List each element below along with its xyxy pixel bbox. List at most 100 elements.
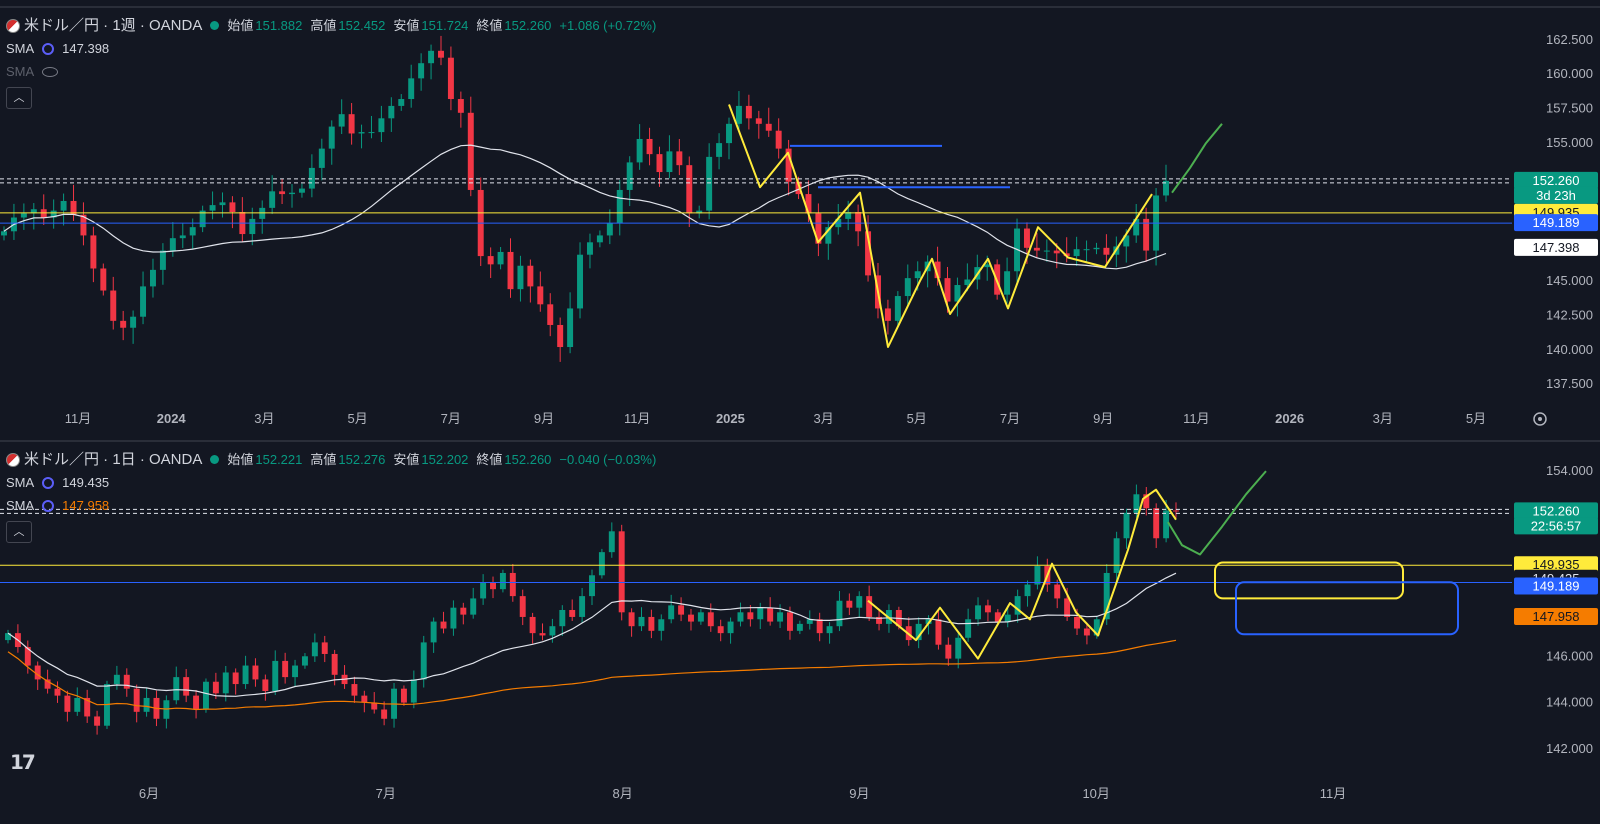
candle-body (279, 191, 286, 195)
time-tick-label: 10月 (1082, 786, 1109, 801)
candle-body (994, 612, 1001, 622)
hidden-eye-icon[interactable] (42, 66, 59, 77)
candle-body (1153, 508, 1160, 539)
candle-body (796, 623, 803, 631)
price-badge-bg (1514, 171, 1598, 189)
candle-body (608, 531, 615, 553)
change-value: −0.040 (−0.03%) (559, 452, 657, 467)
price-tick-label: 157.500 (1546, 101, 1593, 116)
price-tick-label: 162.500 (1546, 32, 1593, 47)
candle-body (212, 681, 219, 694)
candle-body (5, 633, 11, 641)
price-tick-label: 145.000 (1546, 273, 1593, 288)
candle-body (428, 50, 435, 64)
sma1-label[interactable]: SMA (6, 475, 35, 490)
candle-body (110, 290, 117, 321)
price-badge-text: 22:56:57 (1531, 518, 1582, 533)
time-tick-label: 7月 (441, 411, 461, 426)
candle-body (856, 596, 863, 608)
time-tick-label: 9月 (534, 411, 554, 426)
candle-body (1023, 228, 1030, 248)
candle-body (596, 235, 603, 243)
candle-body (954, 285, 961, 302)
candle-body (845, 212, 852, 219)
candle-body (447, 57, 454, 100)
price-badge-text: 149.189 (1533, 215, 1580, 230)
time-tick-label: 11月 (624, 411, 651, 426)
candle-body (159, 250, 166, 270)
open-label: 始値 (227, 18, 254, 33)
candle-body (984, 605, 991, 613)
blue-target-zone (1235, 581, 1459, 636)
candle-body (1043, 250, 1050, 252)
time-tick-label: 2024 (157, 411, 187, 426)
candle-body (706, 156, 713, 211)
price-badge-text: 3d 23h (1536, 188, 1576, 203)
time-tick-label: 5月 (1466, 411, 1486, 426)
price-tick-label: 144.000 (1546, 695, 1593, 710)
candle-body (269, 191, 276, 208)
candle-body (646, 138, 653, 155)
high-label: 高値 (310, 452, 337, 467)
candle-body (945, 644, 952, 659)
candle-body (509, 572, 516, 597)
symbol-title[interactable]: 米ドル／円 · 1日 · OANDA (24, 451, 203, 468)
candle-body (876, 616, 883, 624)
candle-body (1074, 616, 1080, 629)
candle-body (529, 616, 536, 634)
candle-body (1063, 253, 1070, 257)
candle-body (697, 612, 704, 622)
sma1-value: 149.435 (62, 475, 110, 490)
candle-body (113, 674, 120, 685)
candle-body (1143, 218, 1150, 251)
candle-body (378, 118, 385, 133)
candle-body (480, 582, 487, 599)
candle-body (975, 605, 982, 620)
candle-body (1054, 584, 1061, 599)
candle-body (955, 637, 962, 659)
candle-body (1093, 619, 1100, 636)
candle-body (984, 264, 991, 268)
high-value: 152.276 (338, 452, 386, 467)
sma2-label[interactable]: SMA (6, 64, 35, 79)
candle-body (638, 616, 645, 627)
candle-body (688, 614, 694, 622)
price-badge-text: 152.260 (1533, 503, 1580, 518)
candle-body (855, 212, 862, 232)
candle-body (438, 50, 444, 58)
open-value: 151.882 (255, 18, 303, 33)
candle-body (598, 552, 605, 576)
candle-body (497, 251, 504, 265)
countdown-badge: 22:56:57 (1514, 517, 1598, 535)
market-status-icon (210, 21, 220, 30)
collapse-legend-button[interactable]: ︿ (6, 521, 32, 543)
candle-body (567, 308, 574, 348)
daily-legend: 米ドル／円 · 1日 · OANDA 始値 152.221 高値 152.276 安… (6, 448, 664, 543)
candle-body (1163, 510, 1170, 539)
price-badge-text: 152.260 (1533, 173, 1580, 188)
daily-chart-canvas[interactable]: 154.000 146.000 144.000 142.000 6月 7月 8月 9月 10月… (0, 442, 1600, 819)
weekly-chart-canvas[interactable]: 162.500160.000157.500155.000152.500150.0… (0, 8, 1600, 439)
sma2-label[interactable]: SMA (6, 498, 35, 513)
candle-body (1143, 494, 1150, 509)
candle-body (1024, 584, 1031, 597)
candle-body (120, 320, 127, 328)
price-tick-label: 140.000 (1546, 342, 1593, 357)
weekly-chart-pane[interactable]: 162.500160.000157.500155.000152.500150.0… (0, 6, 1600, 439)
candle-body (1004, 614, 1011, 622)
candle-body (716, 143, 723, 157)
time-tick-label: 5月 (347, 411, 367, 426)
tradingview-logo-icon[interactable]: 𝟭𝟳 (10, 752, 36, 774)
candle-body (358, 132, 365, 134)
candle-body (786, 612, 793, 631)
sma-loading-icon (42, 42, 55, 55)
sma-line (3, 144, 1167, 270)
candle-body (944, 278, 951, 302)
sma1-label[interactable]: SMA (6, 41, 35, 56)
symbol-title[interactable]: 米ドル／円 · 1週 · OANDA (24, 17, 203, 34)
daily-chart-pane[interactable]: 154.000 146.000 144.000 142.000 6月 7月 8月 9月 10月… (0, 440, 1600, 819)
candle-body (767, 607, 774, 622)
candle-body (1033, 247, 1040, 251)
collapse-legend-button[interactable]: ︿ (6, 87, 32, 109)
candle-body (726, 123, 732, 144)
